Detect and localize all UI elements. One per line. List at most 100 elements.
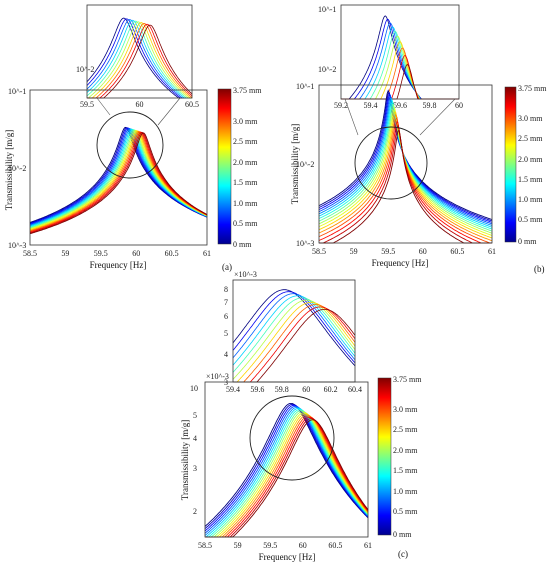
series-line bbox=[318, 113, 493, 242]
panel-b-colorbar-label: 2.0 mm bbox=[518, 155, 543, 164]
panel-c-inset-curves bbox=[232, 289, 356, 383]
panel-a-inset-frame bbox=[86, 4, 193, 99]
series-line bbox=[318, 91, 493, 222]
series-line bbox=[29, 130, 208, 232]
panel-a-colorbar-label: 1.0 mm bbox=[233, 199, 258, 208]
panel-b-xtick: 60 bbox=[419, 247, 427, 256]
panel-b-xtick: 61 bbox=[488, 247, 496, 256]
panel-b-inset: 10^-1 10^-2 59.2 59.4 59.6 59.8 60 bbox=[318, 4, 463, 110]
panel-a-zoom-connector bbox=[96, 97, 111, 116]
panel-a-xtick: 60 bbox=[132, 249, 140, 258]
series-line bbox=[86, 20, 192, 99]
series-line bbox=[233, 308, 356, 383]
panel-b-inset-curves bbox=[341, 15, 459, 100]
panel-c-xlabel: Frequency [Hz] bbox=[259, 552, 316, 562]
series-line bbox=[232, 289, 356, 367]
panel-b-inset-xtick: 59.6 bbox=[393, 101, 407, 110]
panel-c-curves bbox=[204, 402, 369, 538]
panel-c-xtick: 59.5 bbox=[263, 541, 277, 550]
panel-c-inset-ytick: 3 bbox=[224, 378, 228, 387]
panel-a: 10^-2 59.5 60 60.5 10^-1 10^-2 10^-3 58.… bbox=[4, 4, 262, 272]
panel-a-colorbar-label: 0 mm bbox=[233, 240, 252, 249]
panel-c-inset-exponent: ×10^-3 bbox=[234, 270, 257, 279]
panel-b-zoom-connector bbox=[344, 98, 359, 136]
panel-b-colorbar-label: 2.5 mm bbox=[518, 134, 543, 143]
panel-b-inset-ytick: 10^-1 bbox=[318, 5, 336, 14]
panel-c-ytick: 3 bbox=[193, 464, 197, 473]
panel-a-xtick: 59.5 bbox=[94, 249, 108, 258]
panel-b-colorbar-label: 0 mm bbox=[518, 237, 537, 246]
panel-b-inset-xtick: 59.4 bbox=[364, 101, 378, 110]
series-line bbox=[233, 306, 356, 383]
panel-c-inset-xtick: 60.2 bbox=[324, 385, 338, 394]
series-line bbox=[232, 299, 356, 380]
series-line bbox=[29, 131, 208, 232]
series-line bbox=[205, 412, 369, 538]
panel-c-xtick: 61 bbox=[364, 541, 372, 550]
series-line bbox=[29, 130, 208, 231]
series-line bbox=[29, 132, 208, 235]
panel-b-axes-frame bbox=[318, 84, 493, 244]
series-line bbox=[205, 411, 369, 538]
series-line bbox=[204, 405, 369, 534]
series-line bbox=[204, 403, 369, 530]
series-line bbox=[29, 129, 208, 230]
panel-b-colorbar-label: 3.75 mm bbox=[518, 84, 547, 93]
panel-a-inset-ytick: 10^-2 bbox=[76, 65, 94, 74]
panel-c-y-exponent: ×10^-3 bbox=[206, 372, 229, 381]
series-line bbox=[205, 415, 369, 538]
series-line bbox=[205, 413, 369, 538]
panel-c-zoom-circle bbox=[249, 395, 335, 481]
panel-c-inset-ytick: 6 bbox=[224, 312, 228, 321]
panel-b-xlabel: Frequency [Hz] bbox=[372, 258, 429, 268]
series-line bbox=[204, 406, 369, 536]
series-line bbox=[87, 21, 192, 99]
panel-c-inset-xtick: 60 bbox=[302, 385, 310, 394]
panel-a-xtick: 58.5 bbox=[23, 249, 37, 258]
panel-a-colorbar-label: 3.75 mm bbox=[233, 86, 262, 95]
series-line bbox=[233, 301, 356, 383]
panel-b-zoom-circle bbox=[354, 126, 428, 200]
series-line bbox=[319, 129, 492, 244]
panel-c-xtick: 59 bbox=[234, 541, 242, 550]
panel-b-inset-ytick: 10^-2 bbox=[318, 65, 336, 74]
panel-c-axes-frame bbox=[204, 381, 369, 538]
panel-b-colorbar-label: 1.5 mm bbox=[518, 175, 543, 184]
panel-a-label: (a) bbox=[222, 262, 232, 272]
panel-b-inset-xtick: 59.8 bbox=[423, 101, 437, 110]
panel-b-inset-xtick: 59.2 bbox=[334, 101, 348, 110]
panel-b: 10^-1 10^-2 59.2 59.4 59.6 59.8 60 10^-1… bbox=[290, 4, 547, 274]
panel-c-inset-ytick: 7 bbox=[224, 298, 228, 307]
panel-a-zoom-connector bbox=[157, 97, 181, 126]
panel-b-inset-frame bbox=[340, 4, 460, 100]
panel-a-axes-frame bbox=[29, 89, 208, 246]
panel-b-colorbar-label: 3.0 mm bbox=[518, 114, 543, 123]
panel-c-label: (c) bbox=[398, 549, 408, 559]
panel-b-colorbar-label: 1.0 mm bbox=[518, 195, 543, 204]
panel-c-inset-frame bbox=[232, 279, 356, 383]
panel-b-curves bbox=[318, 89, 493, 244]
series-line bbox=[86, 19, 192, 99]
series-line bbox=[232, 291, 356, 364]
panel-a-ylabel: Transmissibility [m/g] bbox=[4, 130, 14, 210]
panel-c-colorbar-label: 1.0 mm bbox=[393, 487, 418, 496]
series-line bbox=[205, 418, 369, 538]
panel-b-colorbar bbox=[504, 86, 517, 243]
series-line bbox=[205, 408, 369, 538]
panel-a-colorbar-label: 2.0 mm bbox=[233, 158, 258, 167]
panel-c: ×10^-3 3 4 5 6 7 8 59.4 59.6 59.8 60 60.… bbox=[180, 270, 422, 562]
panel-c-inset-ytick: 8 bbox=[224, 285, 228, 294]
series-line bbox=[87, 22, 192, 99]
panel-b-xtick: 59 bbox=[350, 247, 358, 256]
panel-b-xtick: 60.5 bbox=[450, 247, 464, 256]
panel-c-colorbar bbox=[377, 377, 392, 536]
series-line bbox=[232, 295, 356, 366]
series-line bbox=[86, 19, 192, 99]
series-line bbox=[86, 17, 192, 99]
panel-a-ytick: 10^-3 bbox=[8, 241, 26, 250]
panel-b-label: (b) bbox=[534, 264, 545, 274]
panel-c-colorbar-label: 1.5 mm bbox=[393, 466, 418, 475]
panel-b-zoom-connector bbox=[419, 98, 456, 136]
series-line bbox=[205, 409, 369, 538]
panel-c-inset-xtick: 60.4 bbox=[348, 385, 362, 394]
